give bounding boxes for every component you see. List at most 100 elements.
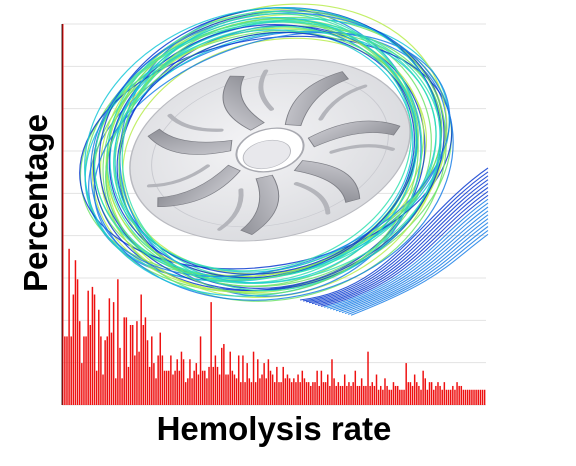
histogram-bar — [163, 370, 166, 405]
histogram-bar — [286, 374, 289, 405]
histogram-bar — [458, 385, 460, 405]
histogram-bar — [68, 248, 70, 405]
histogram-bar — [265, 378, 268, 405]
histogram-bar — [81, 363, 83, 405]
histogram-bar — [337, 382, 340, 405]
histogram-bar — [242, 355, 244, 405]
histogram-bar — [191, 378, 193, 405]
histogram-bar — [301, 370, 304, 405]
histogram-bar — [104, 340, 106, 405]
outlet-streamline — [302, 171, 489, 302]
outlet-streamline — [314, 187, 489, 306]
outlet-streamline — [323, 198, 489, 308]
histogram-bar — [388, 389, 390, 405]
histogram-bar — [231, 370, 234, 405]
histogram-bar — [106, 336, 109, 405]
histogram-bar — [373, 385, 376, 405]
impeller-blade — [240, 174, 280, 235]
histogram-bar — [64, 336, 66, 405]
histogram-bar — [165, 370, 168, 405]
histogram-bar — [140, 294, 142, 405]
histogram-bar — [416, 382, 418, 405]
histogram-bar — [182, 359, 185, 405]
histogram-bar — [225, 374, 227, 405]
outlet-streamline — [344, 226, 489, 315]
histogram-bar — [138, 351, 140, 405]
histogram-bar — [475, 389, 477, 405]
histogram-bar — [479, 389, 482, 405]
histogram-bar — [297, 374, 299, 405]
impeller-blade — [293, 160, 361, 203]
histogram-bar — [407, 382, 410, 405]
histogram-bar — [382, 389, 384, 405]
histogram-bar — [435, 385, 437, 405]
histogram-bar — [471, 389, 473, 405]
outlet-streamline — [338, 218, 489, 313]
outlet-streamline — [341, 222, 489, 314]
histogram-bar — [204, 370, 206, 405]
histogram-bar — [155, 378, 157, 405]
histogram-bar — [456, 382, 458, 405]
histogram-bar — [413, 374, 416, 405]
histogram-bar — [452, 385, 454, 405]
outlet-streamline — [335, 214, 489, 312]
histogram-bar — [229, 351, 231, 405]
histogram-bar — [439, 385, 441, 405]
histogram-bar — [464, 389, 467, 405]
histogram-bar — [403, 389, 405, 405]
histogram-bar — [274, 382, 276, 405]
histogram-bar — [136, 321, 138, 405]
histogram-bar — [218, 374, 221, 405]
histogram-bar — [227, 374, 229, 405]
histogram-bar — [428, 382, 431, 405]
outlet-streamline — [305, 175, 489, 303]
histogram-bar — [278, 382, 280, 405]
histogram-bar — [212, 366, 215, 405]
histogram-bar — [214, 355, 217, 405]
histogram-bar — [187, 378, 189, 405]
histogram-bar — [195, 363, 198, 405]
outlet-streamline — [347, 229, 489, 315]
histogram-bar — [180, 351, 183, 405]
histogram-bar — [252, 351, 255, 405]
histogram-bar — [95, 370, 98, 405]
outlet-streamline — [350, 233, 489, 316]
histogram-bar — [276, 366, 278, 405]
histogram-bar — [384, 378, 386, 405]
histogram-bar — [409, 382, 412, 405]
histogram-bar — [466, 389, 469, 405]
histogram-bar — [85, 336, 87, 405]
histogram-bar — [235, 378, 238, 405]
streamline — [93, 31, 451, 278]
histogram-bar — [134, 355, 136, 405]
histogram-bar — [356, 385, 359, 405]
histogram-bars — [62, 24, 486, 405]
histogram-bar — [473, 389, 475, 405]
histogram-bar — [354, 370, 357, 405]
histogram-bar — [115, 378, 117, 405]
histogram-bar — [102, 374, 104, 405]
histogram-bar — [375, 374, 378, 405]
histogram-bar — [91, 286, 94, 405]
histogram-bar — [418, 385, 420, 405]
histogram-bar — [293, 378, 295, 405]
histogram-bar — [324, 382, 327, 405]
histogram-bar — [261, 374, 263, 405]
histogram-bar — [386, 385, 388, 405]
outlet-streamline — [317, 190, 489, 306]
outlet-streamline — [311, 183, 489, 305]
histogram-bar — [98, 309, 100, 405]
histogram-bar — [269, 370, 272, 405]
histogram-bar — [70, 336, 72, 405]
histogram-bar — [240, 382, 242, 405]
histogram-bar — [206, 378, 208, 405]
histogram-bar — [216, 366, 219, 405]
histogram-bar — [259, 378, 261, 405]
histogram-bar — [360, 378, 363, 405]
histogram-bar — [437, 382, 439, 405]
impeller-blade — [222, 75, 265, 131]
streamline — [113, 26, 412, 272]
histogram-bar — [197, 374, 200, 405]
histogram-bar — [352, 382, 354, 405]
histogram-bar — [221, 347, 223, 405]
